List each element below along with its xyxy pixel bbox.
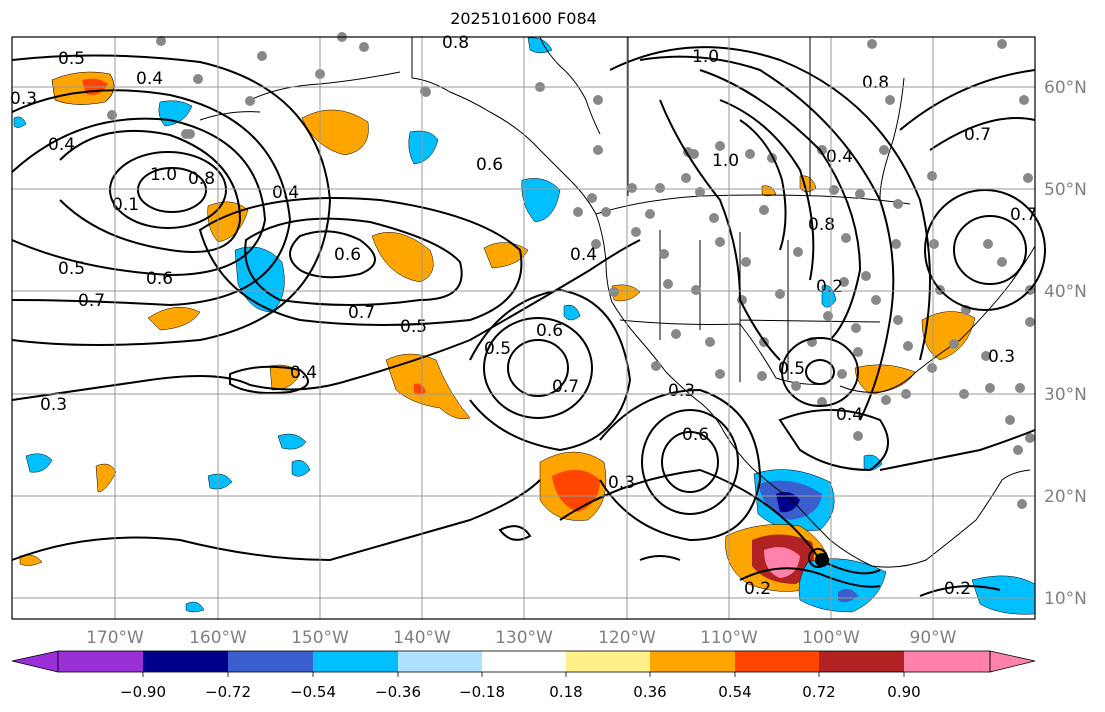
contour-label: 0.1 [112, 195, 139, 215]
contour-label: 0.4 [570, 245, 597, 265]
colorbar-tick-label: −0.54 [290, 683, 336, 701]
longitude-label: 90°W [910, 628, 957, 648]
contour-label: 0.3 [608, 473, 635, 493]
contour-label: 0.6 [146, 269, 173, 289]
contour-label: 0.4 [826, 147, 853, 167]
contour-label: 0.6 [682, 425, 709, 445]
contour-label: 0.8 [188, 169, 215, 189]
longitude-label: 110°W [700, 628, 758, 648]
contour-label: 0.4 [272, 183, 299, 203]
longitude-label: 130°W [495, 628, 553, 648]
contour-label: 0.7 [348, 303, 375, 323]
contour-label: 0.3 [40, 395, 67, 415]
latitude-label: 50°N [1044, 180, 1087, 200]
contour-label: 0.8 [442, 33, 469, 53]
contour-label: 0.3 [10, 89, 37, 109]
colorbar-extend-low [11, 650, 59, 673]
longitude-label: 100°W [802, 628, 860, 648]
longitude-label: 150°W [291, 628, 349, 648]
colorbar-tick-label: −0.18 [459, 683, 505, 701]
contour-label: 0.5 [400, 317, 427, 337]
contour-label: 0.5 [58, 49, 85, 69]
contour-label: 0.7 [78, 291, 105, 311]
contour-label: 0.2 [816, 277, 843, 297]
colorbar-tick-label: −0.72 [205, 683, 251, 701]
colorbar-tick-label: 0.54 [718, 683, 751, 701]
map-border [11, 36, 1036, 620]
contour-label: 0.5 [484, 339, 511, 359]
coastline-layer [199, 36, 1036, 568]
contour-label: 0.4 [48, 135, 75, 155]
longitude-label: 140°W [393, 628, 451, 648]
map-panel: 0.5 0.4 0.3 0.4 1.0 0.8 0.1 0.5 0.6 0.7 … [10, 32, 1046, 620]
colorbar-tick-label: 0.72 [802, 683, 835, 701]
contour-label: 0.8 [862, 73, 889, 93]
longitude-labels: 170°W 160°W 150°W 140°W 130°W 120°W 110°… [86, 628, 957, 648]
contour-label: 1.0 [150, 165, 177, 185]
latitude-labels: 60°N 50°N 40°N 30°N 20°N 10°N [1044, 78, 1087, 609]
latitude-label: 60°N [1044, 78, 1087, 98]
contour-label-layer: 0.5 0.4 0.3 0.4 1.0 0.8 0.1 0.5 0.6 0.7 … [10, 33, 1037, 599]
contour-label: 0.7 [964, 125, 991, 145]
contour-label: 0.8 [808, 215, 835, 235]
contour-label: 0.2 [744, 579, 771, 599]
contour-label: 0.6 [476, 155, 503, 175]
contour-label: 0.3 [988, 347, 1015, 367]
longitude-label: 170°W [86, 628, 144, 648]
colorbar-extend-high [989, 650, 1036, 673]
longitude-label: 120°W [598, 628, 656, 648]
longitude-label: 160°W [189, 628, 247, 648]
contour-label: 0.6 [334, 245, 361, 265]
latitude-label: 40°N [1044, 282, 1087, 302]
contour-label: 0.5 [58, 259, 85, 279]
contour-label: 0.2 [944, 579, 971, 599]
latitude-label: 30°N [1044, 385, 1087, 405]
latitude-label: 20°N [1044, 487, 1087, 507]
contour-label: 0.4 [836, 405, 863, 425]
colorbar-tick-label: 0.18 [549, 683, 582, 701]
contour-label: 0.4 [136, 69, 163, 89]
contour-label: 0.5 [778, 359, 805, 379]
latitude-label: 10°N [1044, 589, 1087, 609]
contour-label: 1.0 [712, 151, 739, 171]
colorbar-tick-label: 0.90 [887, 683, 920, 701]
graticule [12, 37, 1035, 619]
colorbar: −0.90 −0.72 −0.54 −0.36 −0.18 0.18 0.36 … [11, 650, 1036, 701]
contour-label: 0.6 [536, 321, 563, 341]
map-title: 2025101600 F084 [450, 9, 597, 28]
contour-lines [11, 46, 1046, 597]
contour-label: 0.7 [552, 377, 579, 397]
colorbar-tick-label: −0.90 [120, 683, 166, 701]
contour-label: 0.3 [668, 381, 695, 401]
contour-label: 0.4 [290, 363, 317, 383]
colorbar-tick-label: 0.36 [633, 683, 666, 701]
contour-label: 0.7 [1010, 205, 1037, 225]
contour-label: 1.0 [692, 47, 719, 67]
colorbar-tick-label: −0.36 [375, 683, 421, 701]
